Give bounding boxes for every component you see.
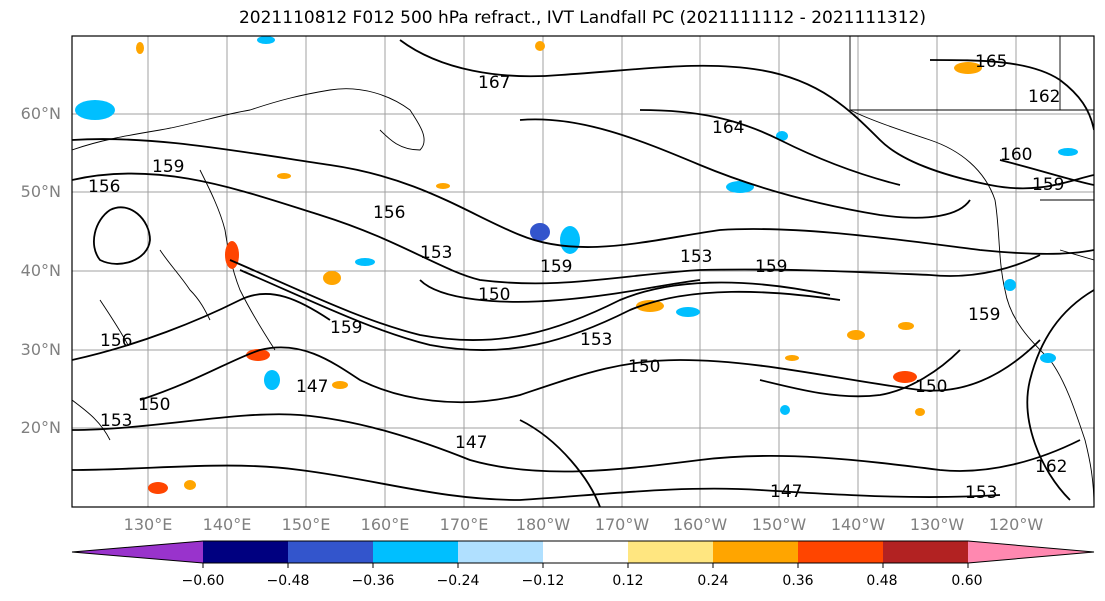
- colorbar-segment: [713, 541, 798, 563]
- colorbar-segment: [628, 541, 713, 563]
- shaded-anomalies: [75, 36, 1078, 494]
- contour-label: 156: [88, 177, 120, 197]
- lat-label: 30°N: [20, 340, 61, 359]
- colorbar-segment: [373, 541, 458, 563]
- colorbar-segment: [288, 541, 373, 563]
- contour-label: 147: [455, 433, 487, 453]
- contour-label: 153: [580, 330, 612, 350]
- contour-label: 162: [1035, 457, 1067, 477]
- colorbar-tick-label: 0.36: [782, 573, 814, 589]
- lon-label: 140°W: [830, 515, 886, 534]
- contour-label: 159: [1032, 175, 1064, 195]
- colorbar-extend-max: [968, 541, 1094, 563]
- lon-label: 170°W: [594, 515, 650, 534]
- contour-label: 153: [965, 483, 997, 503]
- colorbar-segment: [798, 541, 883, 563]
- contour-label: 165: [975, 52, 1007, 72]
- chart-title: 2021110812 F012 500 hPa refract., IVT La…: [238, 8, 926, 28]
- contour-label: 159: [755, 257, 787, 277]
- colorbar-tick-label: −0.12: [521, 573, 565, 589]
- contour-label: 153: [680, 247, 712, 267]
- map-frame: [71, 35, 1095, 508]
- lon-label: 170°E: [439, 515, 489, 534]
- colorbar: [71, 540, 1095, 568]
- lon-label: 150°W: [751, 515, 807, 534]
- colorbar-tick-label: 0.12: [612, 573, 644, 589]
- contour-label: 159: [968, 305, 1000, 325]
- contour-label: 150: [478, 285, 510, 305]
- lon-label: 150°E: [281, 515, 331, 534]
- colorbar-tick-label: −0.48: [266, 573, 310, 589]
- lon-label: 120°W: [988, 515, 1044, 534]
- contour-label: 150: [138, 395, 170, 415]
- lon-label: 180°W: [515, 515, 571, 534]
- contour-label: 147: [770, 482, 802, 502]
- lon-label: 130°E: [123, 515, 173, 534]
- contour-label: 150: [915, 377, 947, 397]
- colorbar-tick-label: −0.60: [181, 573, 225, 589]
- contour-label: 162: [1028, 87, 1060, 107]
- contour-label: 159: [330, 318, 362, 338]
- contour-label: 156: [373, 203, 405, 223]
- contour-label: 160: [1000, 145, 1032, 165]
- refractivity-contours: [72, 39, 1094, 507]
- map-panel: 167 165 162 159 156 156 153 159 153 159 …: [72, 36, 1094, 507]
- colorbar-extend-min: [72, 541, 203, 563]
- contour-label: 150: [628, 357, 660, 377]
- colorbar-tick-label: 0.60: [951, 573, 983, 589]
- contour-label: 153: [420, 243, 452, 263]
- contour-label: 153: [100, 411, 132, 431]
- contour-label: 156: [100, 331, 132, 351]
- colorbar-tick-label: 0.24: [697, 573, 729, 589]
- lon-label: 160°W: [672, 515, 728, 534]
- contour-label: 159: [152, 157, 184, 177]
- contour-label: 164: [712, 118, 744, 138]
- lon-label: 160°E: [360, 515, 410, 534]
- colorbar-segment: [543, 541, 628, 563]
- contour-label: 159: [540, 257, 572, 277]
- colorbar-tick-label: −0.36: [351, 573, 395, 589]
- contour-labels: 167 165 162 159 156 156 153 159 153 159 …: [88, 52, 1067, 503]
- colorbar-segment: [458, 541, 543, 563]
- contour-label: 147: [296, 377, 328, 397]
- contour-label: 167: [478, 73, 510, 93]
- colorbar-segment: [203, 541, 288, 563]
- lat-label: 20°N: [20, 418, 61, 437]
- colorbar-segment: [883, 541, 968, 563]
- colorbar-tick-label: −0.24: [436, 573, 480, 589]
- graticule: [72, 36, 1094, 507]
- colorbar-tick-label: 0.48: [866, 573, 898, 589]
- lat-label: 40°N: [20, 261, 61, 280]
- lat-label: 60°N: [20, 104, 61, 123]
- lon-label: 140°E: [202, 515, 252, 534]
- lat-label: 50°N: [20, 182, 61, 201]
- lon-label: 130°W: [909, 515, 965, 534]
